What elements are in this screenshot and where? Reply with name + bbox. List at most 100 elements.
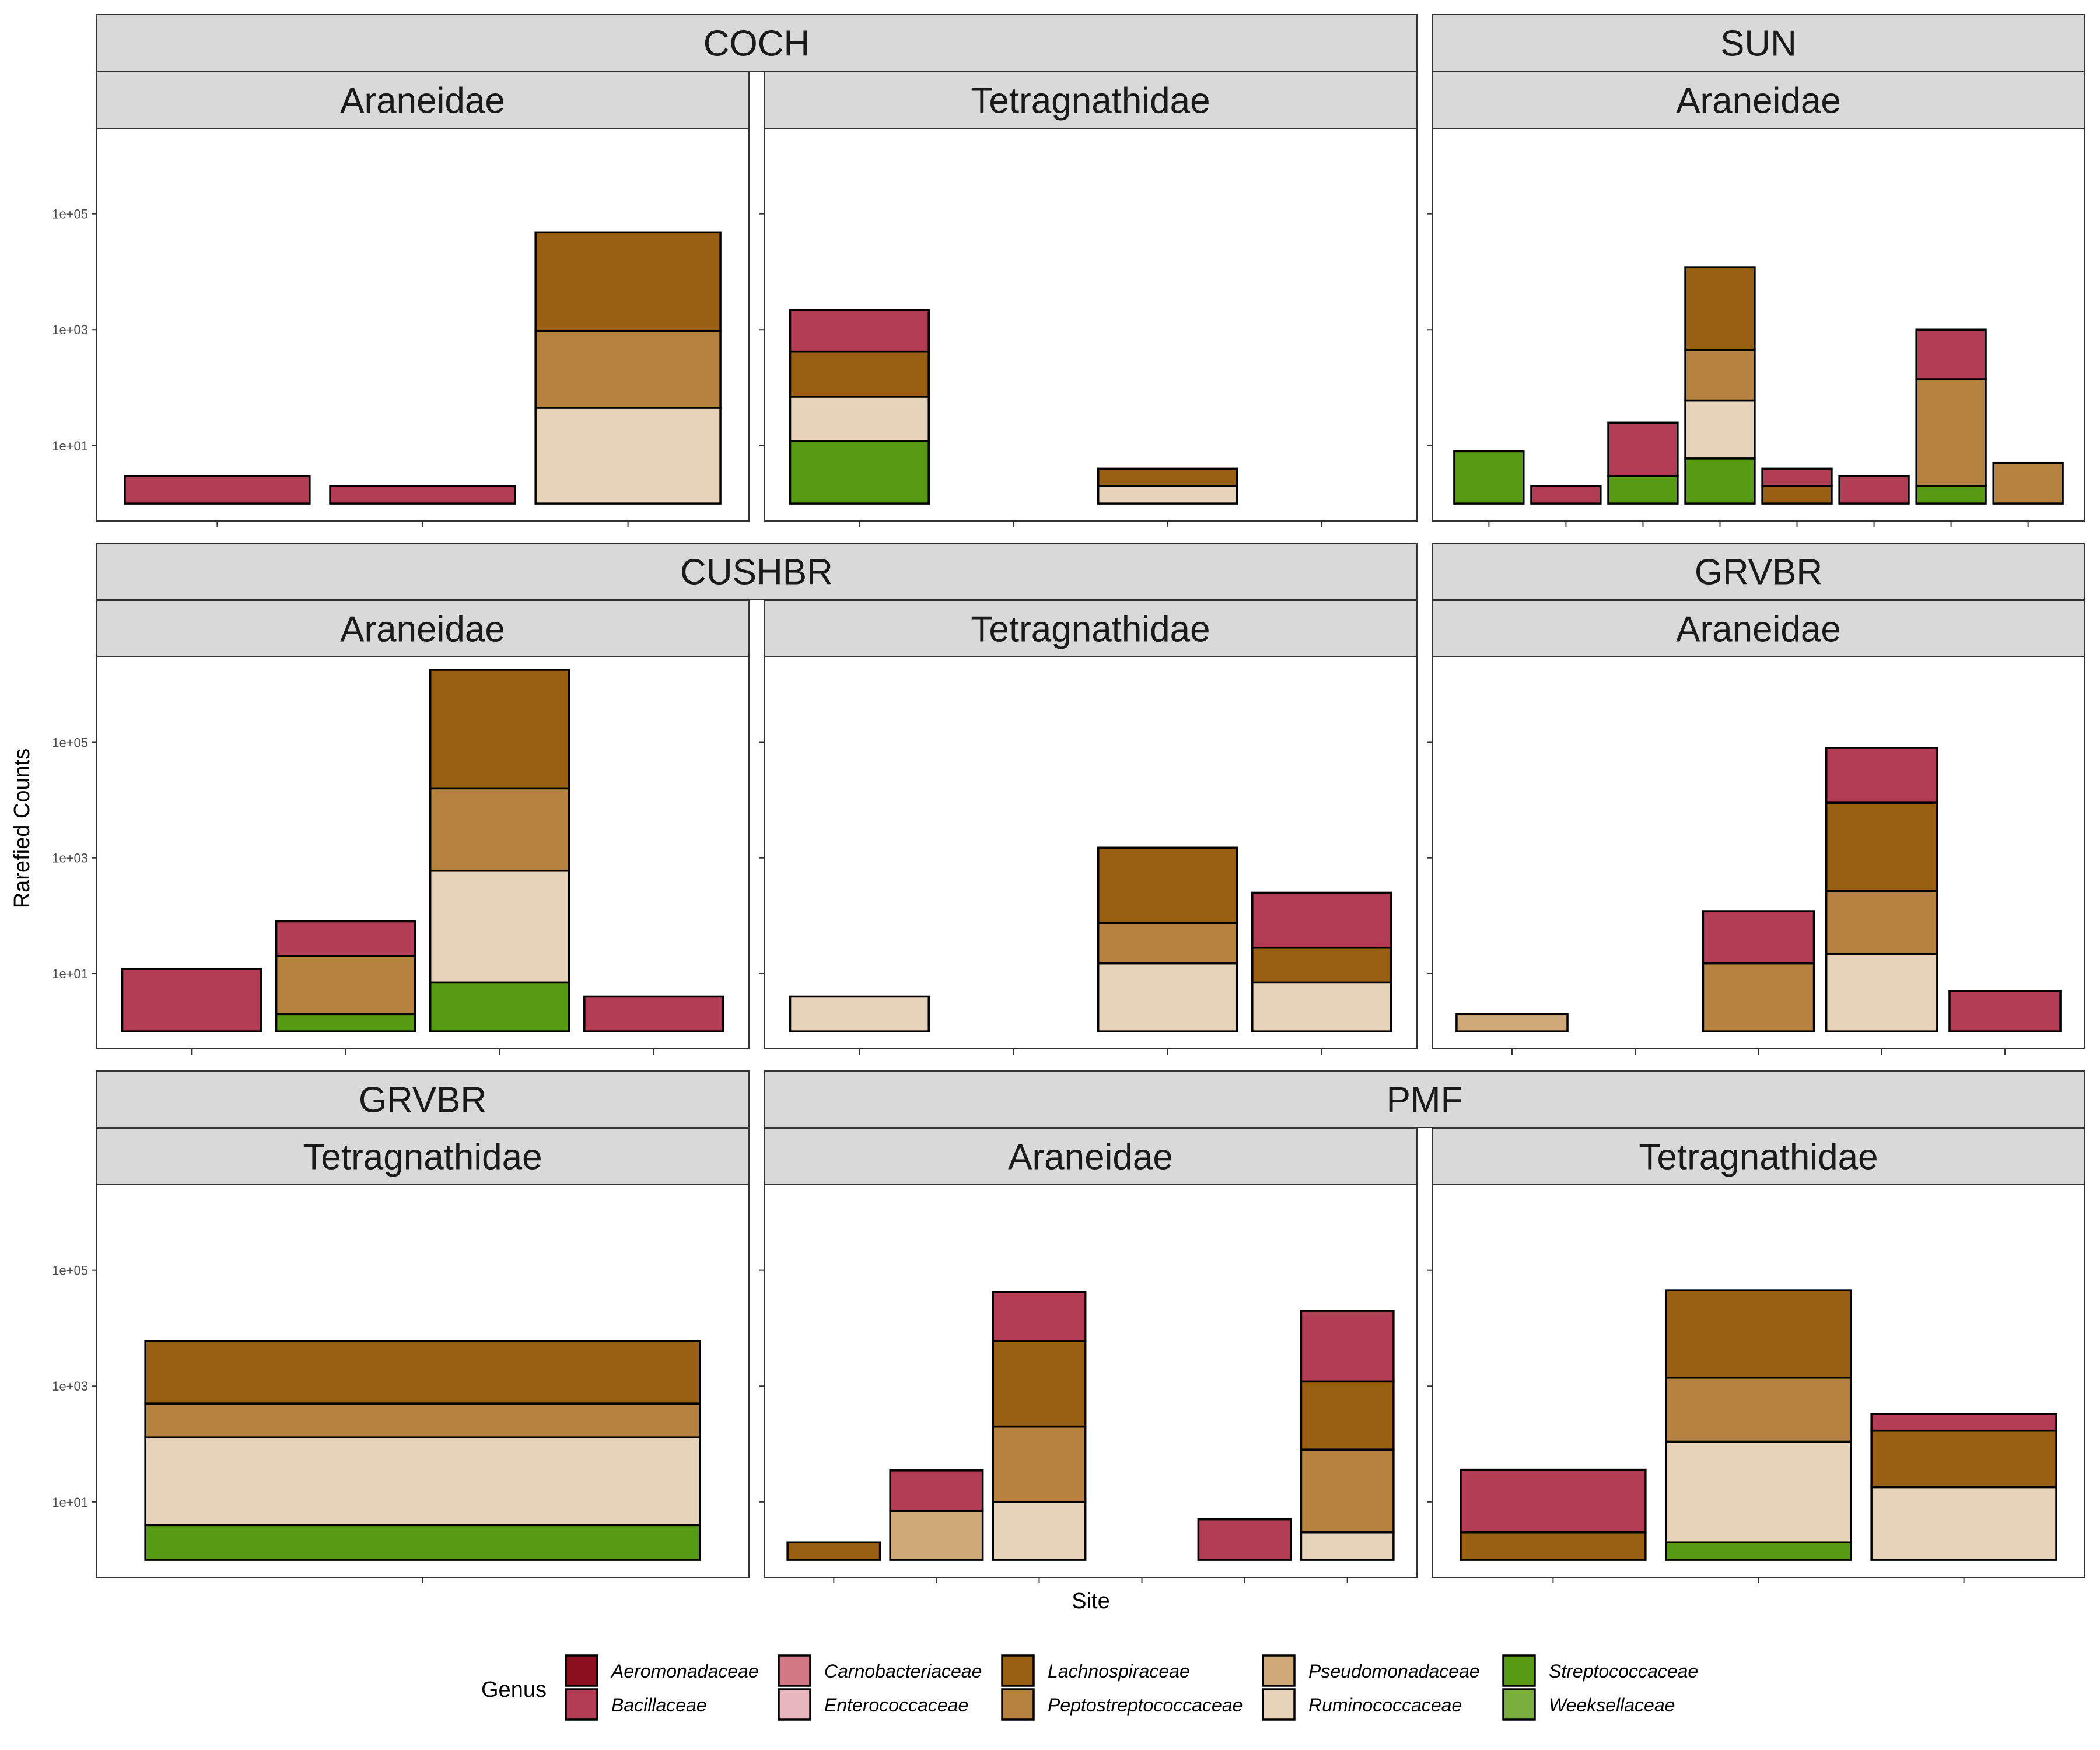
family-strip-label: Tetragnathidae [971, 610, 1210, 650]
family-strip [1432, 71, 2085, 129]
panel-pmf-araneidae: Araneidae [760, 1128, 1418, 1583]
panel-border [1432, 656, 2085, 1049]
bar [1530, 485, 1602, 505]
bar-segment-peptostreptococcaceae [1665, 1376, 1852, 1443]
panel-coch-araneidae: Araneidae 1e+01 1e+03 1e+05 [52, 71, 750, 527]
family-strip [764, 600, 1418, 657]
y-tick-label: 1e+05 [52, 207, 88, 222]
bar-segment-bacillaceae [1251, 891, 1392, 949]
bar [144, 1340, 701, 1561]
bar [1097, 467, 1238, 505]
bar-segment-ruminococcaceae [789, 995, 930, 1032]
bar-segment-bacillaceae [1948, 990, 2062, 1032]
panel-border [96, 1184, 750, 1578]
bar-segment-ruminococcaceae [1825, 953, 1938, 1032]
bar [1453, 450, 1525, 505]
bar [329, 485, 516, 505]
bar-segment-lachnospiraceae [1870, 1429, 2057, 1489]
panel-cushbr-araneidae: Araneidae 1e+01 1e+03 1e+05 [52, 600, 750, 1055]
site-strip-grvbr: GRVBR [1432, 542, 2085, 600]
bar-segment-peptostreptococcaceae [429, 787, 570, 872]
legend-label: Carnobacteriaceae [824, 1661, 982, 1682]
bar-segment-peptostreptococcaceae [275, 955, 416, 1016]
site-strip-coch: COCH [96, 14, 1418, 72]
bar-segment-bacillaceae [1702, 910, 1815, 965]
bar [1838, 474, 1910, 505]
bar [1761, 467, 1833, 505]
y-tick-label: 1e+01 [52, 1495, 88, 1510]
panels-layer: Araneidae 1e+01 1e+03 1e+05 Tetragnathidae Ar… [52, 71, 2085, 1583]
bar-segment-ruminococcaceae [789, 396, 930, 442]
site-strip-label: GRVBR [359, 1080, 487, 1121]
site-strip-label: COCH [704, 24, 810, 64]
legend-label: Peptostreptococcaceae [1048, 1695, 1242, 1716]
bar-segment-lachnospiraceae [1761, 485, 1833, 505]
legend: Genus Aeromonadaceae Bacillaceae Carnobact… [481, 1654, 1698, 1721]
bar-segment-lachnospiraceae [1665, 1289, 1852, 1379]
legend-label: Aeromonadaceae [610, 1661, 759, 1682]
legend-swatch [1001, 1654, 1035, 1687]
bar-segment-bacillaceae [1825, 747, 1938, 804]
bar [1948, 990, 2062, 1032]
legend-swatch [1262, 1688, 1296, 1721]
bar-segment-pseudomonadaceae [1455, 1013, 1569, 1032]
bar-segment-streptococcaceae [1607, 474, 1679, 505]
bar-segment-ruminococcaceae [1684, 399, 1756, 460]
bar-segment-bacillaceae [121, 968, 262, 1032]
bar-segment-peptostreptococcaceae [144, 1402, 701, 1438]
bar-segment-peptostreptococcaceae [1684, 348, 1756, 402]
bar [1455, 1013, 1569, 1032]
bar-segment-bacillaceae [583, 995, 724, 1032]
bar [992, 1291, 1087, 1561]
panel-coch-tetragnathidae: Tetragnathidae [760, 71, 1418, 527]
legend-title: Genus [481, 1678, 547, 1702]
site-strip-label: CUSHBR [680, 552, 833, 593]
legend-item-enterococcaceae: Enterococcaceae [778, 1688, 968, 1721]
legend-item-aeromonadaceae: Aeromonadaceae [565, 1654, 759, 1687]
bar-segment-bacillaceae [1197, 1518, 1292, 1561]
y-tick-label: 1e+05 [52, 735, 88, 750]
panel-border [1432, 128, 2085, 522]
bar-segment-peptostreptococcaceae [1702, 962, 1815, 1032]
y-tick-label: 1e+01 [52, 439, 88, 453]
bar-segment-lachnospiraceae [1460, 1531, 1647, 1561]
site-strip-pmf: PMF [764, 1070, 2085, 1128]
bar-segment-bacillaceae [1838, 474, 1910, 505]
family-strip [96, 71, 750, 129]
legend-item-bacillaceae: Bacillaceae [565, 1688, 707, 1721]
bar-segment-lachnospiraceae [1097, 467, 1238, 487]
family-strip [764, 71, 1418, 129]
bar-segment-lachnospiraceae [1684, 266, 1756, 351]
bar [1684, 266, 1756, 505]
panel-border [764, 1184, 1418, 1578]
family-strip-label: Araneidae [1676, 81, 1841, 121]
family-strip-label: Tetragnathidae [971, 81, 1210, 121]
bar-segment-streptococcaceae [1684, 457, 1756, 505]
bar-segment-peptostreptococcaceae [534, 330, 722, 409]
site-strip-label: SUN [1720, 24, 1797, 64]
legend-swatch [1001, 1688, 1035, 1721]
bar [1870, 1413, 2057, 1561]
bar-segment-bacillaceae [1530, 485, 1602, 505]
panel-grvbr-tetragnathidae: Tetragnathidae 1e+01 1e+03 1e+05 [52, 1128, 750, 1583]
panel-border [1432, 1184, 2085, 1578]
legend-label: Enterococcaceae [824, 1695, 968, 1716]
bar-segment-streptococcaceae [144, 1524, 701, 1561]
bar-segment-peptostreptococcaceae [1300, 1448, 1395, 1534]
site-strip-label: GRVBR [1695, 552, 1822, 593]
panel-border [96, 656, 750, 1049]
bar [1992, 461, 2064, 505]
bar [789, 995, 930, 1032]
bar-segment-streptococcaceae [1665, 1541, 1852, 1561]
bar-segment-ruminococcaceae [1097, 485, 1238, 505]
bar [1251, 891, 1392, 1032]
family-strip-label: Araneidae [1008, 1138, 1173, 1178]
family-strip [96, 1128, 750, 1185]
panel-border [764, 128, 1418, 522]
bar-segment-streptococcaceae [1915, 485, 1987, 505]
bar-segment-lachnospiraceae [429, 668, 570, 790]
bar [124, 474, 311, 505]
bar-segment-lachnospiraceae [789, 350, 930, 398]
panel-sun-araneidae: Araneidae [1427, 71, 2085, 527]
panel-cushbr-tetragnathidae: Tetragnathidae [760, 600, 1418, 1055]
